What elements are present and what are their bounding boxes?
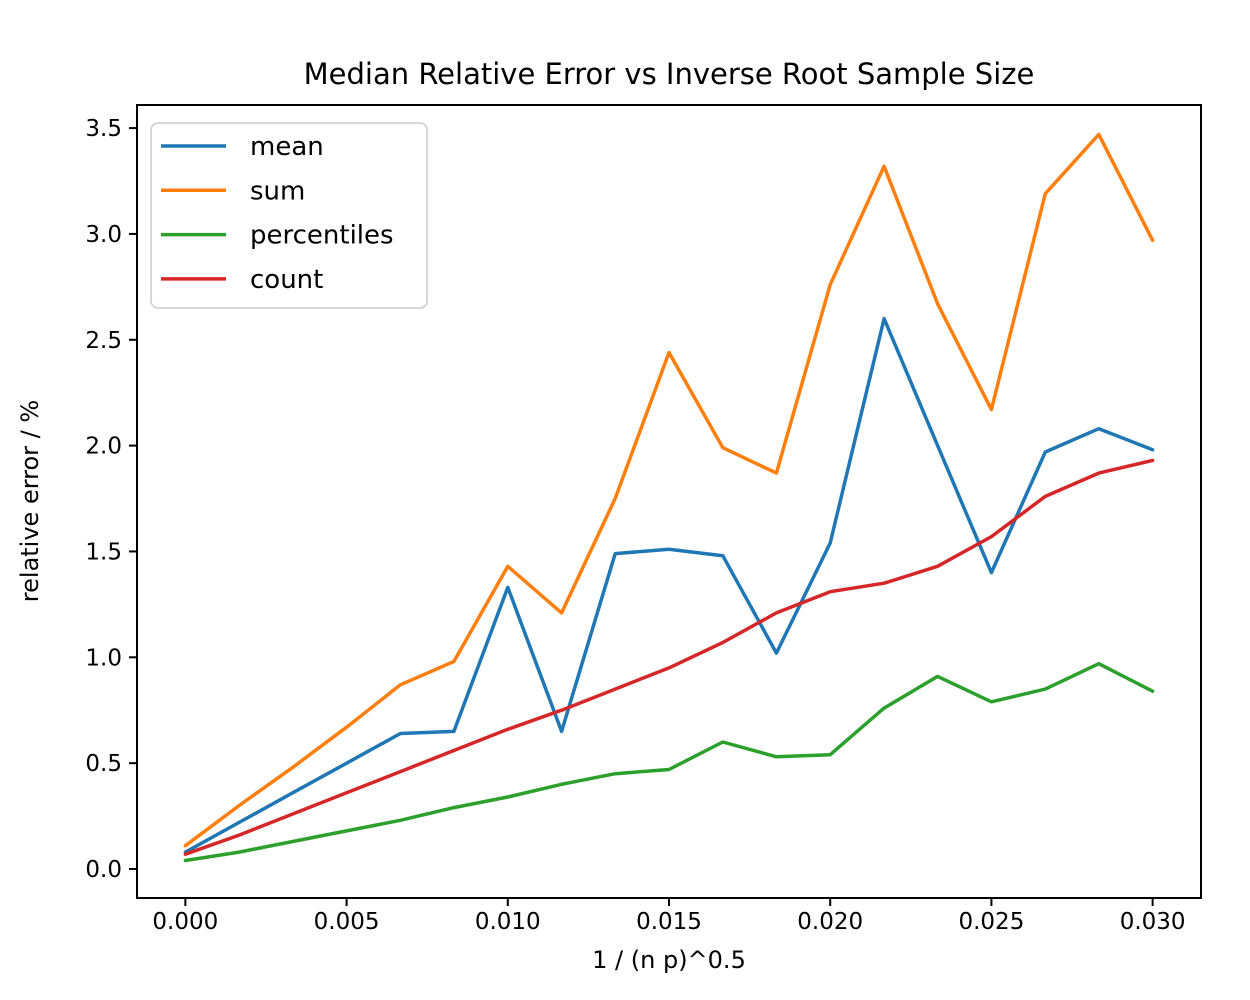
legend: mean sum percentiles count xyxy=(150,122,428,309)
series-line-percentiles xyxy=(183,661,1155,863)
legend-label-percentiles: percentiles xyxy=(250,221,394,251)
y-tick-label: 1.0 xyxy=(85,645,122,671)
x-tick-label: 0.000 xyxy=(152,909,218,935)
x-tick-label: 0.015 xyxy=(636,909,702,935)
x-tick-label: 0.005 xyxy=(314,909,380,935)
legend-label-sum: sum xyxy=(250,176,305,206)
y-tick-label: 2.5 xyxy=(85,328,122,354)
x-tick-label: 0.030 xyxy=(1120,909,1186,935)
series-line-mean xyxy=(183,316,1155,854)
x-tick-label: 0.020 xyxy=(797,909,863,935)
y-tick-label: 1.5 xyxy=(85,539,122,565)
x-axis-label: 1 / (n p)^0.5 xyxy=(592,946,746,974)
legend-box xyxy=(150,122,428,309)
x-tick-label: 0.010 xyxy=(475,909,541,935)
series-line-sum xyxy=(183,132,1155,848)
y-tick-label: 2.0 xyxy=(85,434,122,460)
y-tick-label: 3.5 xyxy=(85,116,122,142)
axes-group: 0.000 0.005 0.010 0.015 0.020 0.025 0.030 0.0 0.… xyxy=(85,104,1202,935)
series-group xyxy=(183,132,1155,863)
y-tick-label: 0.5 xyxy=(85,751,122,777)
y-tick-label: 0.0 xyxy=(85,857,122,883)
y-tick-label: 3.0 xyxy=(85,222,122,248)
series-line-count xyxy=(183,458,1155,856)
y-axis-label: relative error / % xyxy=(16,400,44,602)
legend-label-mean: mean xyxy=(250,132,324,162)
x-tick-label: 0.025 xyxy=(958,909,1024,935)
chart-title: Median Relative Error vs Inverse Root Sa… xyxy=(304,57,1035,91)
legend-label-count: count xyxy=(250,265,323,295)
